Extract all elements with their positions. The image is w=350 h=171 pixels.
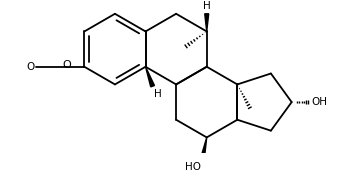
Text: H: H: [154, 89, 162, 99]
Text: H: H: [203, 1, 211, 11]
Text: OH: OH: [311, 97, 327, 107]
Text: HO: HO: [184, 162, 201, 171]
Polygon shape: [200, 137, 207, 160]
Text: O: O: [26, 62, 35, 72]
Text: O: O: [62, 60, 71, 70]
Polygon shape: [205, 14, 209, 31]
Polygon shape: [146, 67, 154, 87]
